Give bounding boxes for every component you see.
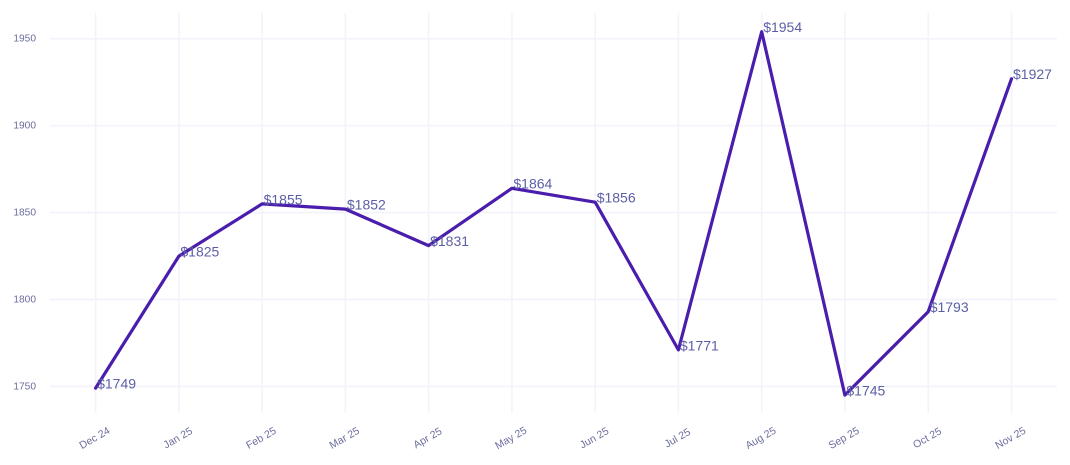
svg-text:$1825: $1825 — [180, 243, 219, 259]
svg-text:$1954: $1954 — [763, 19, 802, 35]
svg-text:$1852: $1852 — [347, 197, 386, 213]
svg-text:$1749: $1749 — [97, 376, 136, 392]
svg-text:$1855: $1855 — [264, 191, 303, 207]
svg-text:1850: 1850 — [13, 208, 36, 219]
svg-text:1950: 1950 — [13, 34, 36, 45]
svg-text:$1864: $1864 — [513, 176, 552, 192]
svg-text:$1745: $1745 — [846, 383, 885, 399]
svg-text:1750: 1750 — [13, 381, 36, 392]
svg-text:$1831: $1831 — [430, 233, 469, 249]
svg-text:$1856: $1856 — [597, 190, 636, 206]
svg-text:$1771: $1771 — [680, 337, 719, 353]
svg-text:$1793: $1793 — [930, 299, 969, 315]
svg-text:1900: 1900 — [13, 121, 36, 132]
svg-text:$1927: $1927 — [1013, 66, 1052, 82]
svg-text:1800: 1800 — [13, 294, 36, 305]
